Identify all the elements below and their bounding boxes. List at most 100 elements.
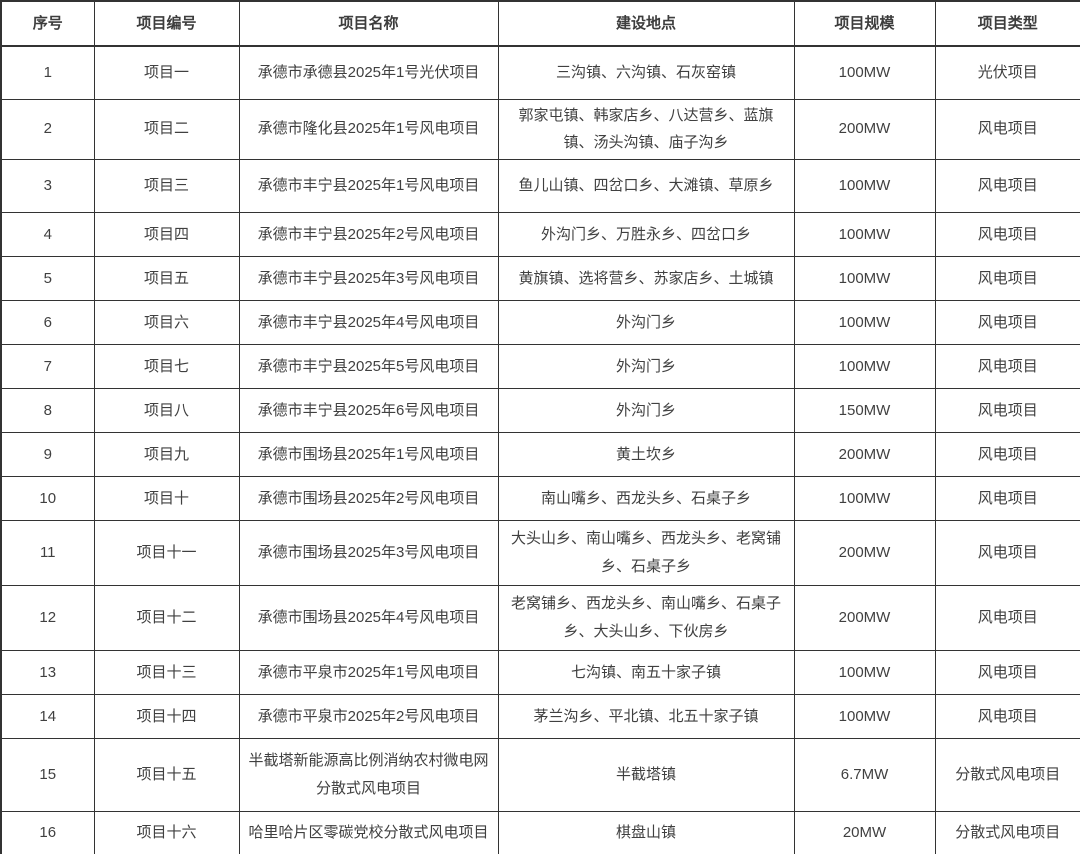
cell-name: 半截塔新能源高比例消纳农村微电网分散式风电项目: [238, 738, 499, 812]
column-header-name: 项目名称: [238, 0, 499, 47]
cell-code: 项目三: [93, 159, 240, 213]
cell-index: 9: [0, 432, 95, 477]
table-row: 3 项目三 承德市丰宁县2025年1号风电项目 鱼儿山镇、四岔口乡、大滩镇、草原乡 10…: [0, 159, 1080, 213]
cell-type: 风电项目: [934, 520, 1080, 586]
cell-location: 黄土坎乡: [497, 432, 795, 477]
cell-index: 6: [0, 300, 95, 345]
cell-type: 分散式风电项目: [934, 811, 1080, 854]
cell-index: 3: [0, 159, 95, 213]
cell-type: 风电项目: [934, 344, 1080, 389]
cell-name: 承德市围场县2025年2号风电项目: [238, 476, 499, 521]
cell-type: 风电项目: [934, 432, 1080, 477]
cell-location: 外沟门乡: [497, 388, 795, 433]
cell-code: 项目十五: [93, 738, 240, 812]
column-header-index: 序号: [0, 0, 95, 47]
table-row: 11 项目十一 承德市围场县2025年3号风电项目 大头山乡、南山嘴乡、西龙头乡、老窝…: [0, 520, 1080, 586]
cell-type: 风电项目: [934, 212, 1080, 257]
table-row: 16 项目十六 哈里哈片区零碳党校分散式风电项目 棋盘山镇 20MW 分散式风电项目: [0, 811, 1080, 854]
header-row: 序号 项目编号 项目名称 建设地点 项目规模 项目类型: [0, 0, 1080, 47]
column-header-scale: 项目规模: [793, 0, 936, 47]
cell-location: 外沟门乡、万胜永乡、四岔口乡: [497, 212, 795, 257]
column-header-code: 项目编号: [93, 0, 240, 47]
cell-code: 项目十六: [93, 811, 240, 854]
table-row: 15 项目十五 半截塔新能源高比例消纳农村微电网分散式风电项目 半截塔镇 6.7MW 分散…: [0, 738, 1080, 812]
cell-index: 14: [0, 694, 95, 739]
cell-scale: 100MW: [793, 650, 936, 695]
cell-type: 风电项目: [934, 585, 1080, 651]
table-row: 1 项目一 承德市承德县2025年1号光伏项目 三沟镇、六沟镇、石灰窑镇 100MW 光伏…: [0, 45, 1080, 100]
cell-name: 承德市平泉市2025年1号风电项目: [238, 650, 499, 695]
cell-index: 13: [0, 650, 95, 695]
cell-code: 项目八: [93, 388, 240, 433]
cell-location: 大头山乡、南山嘴乡、西龙头乡、老窝铺乡、石桌子乡: [497, 520, 795, 586]
cell-code: 项目一: [93, 45, 240, 100]
cell-index: 5: [0, 256, 95, 301]
cell-scale: 200MW: [793, 585, 936, 651]
cell-code: 项目十三: [93, 650, 240, 695]
cell-scale: 6.7MW: [793, 738, 936, 812]
cell-scale: 100MW: [793, 300, 936, 345]
table-row: 5 项目五 承德市丰宁县2025年3号风电项目 黄旗镇、选将营乡、苏家店乡、土城镇 10…: [0, 256, 1080, 301]
cell-type: 光伏项目: [934, 45, 1080, 100]
cell-index: 7: [0, 344, 95, 389]
cell-location: 棋盘山镇: [497, 811, 795, 854]
cell-scale: 100MW: [793, 212, 936, 257]
cell-scale: 200MW: [793, 98, 936, 160]
cell-index: 15: [0, 738, 95, 812]
cell-name: 承德市丰宁县2025年4号风电项目: [238, 300, 499, 345]
cell-scale: 100MW: [793, 694, 936, 739]
cell-scale: 20MW: [793, 811, 936, 854]
table-row: 12 项目十二 承德市围场县2025年4号风电项目 老窝铺乡、西龙头乡、南山嘴乡、石桌…: [0, 585, 1080, 651]
cell-name: 承德市隆化县2025年1号风电项目: [238, 98, 499, 160]
cell-scale: 100MW: [793, 256, 936, 301]
cell-code: 项目十: [93, 476, 240, 521]
cell-scale: 100MW: [793, 344, 936, 389]
cell-name: 承德市丰宁县2025年3号风电项目: [238, 256, 499, 301]
cell-code: 项目五: [93, 256, 240, 301]
cell-name: 承德市围场县2025年3号风电项目: [238, 520, 499, 586]
column-header-type: 项目类型: [934, 0, 1080, 47]
cell-type: 风电项目: [934, 650, 1080, 695]
cell-type: 风电项目: [934, 256, 1080, 301]
table-row: 14 项目十四 承德市平泉市2025年2号风电项目 茅兰沟乡、平北镇、北五十家子镇 10…: [0, 694, 1080, 739]
cell-code: 项目四: [93, 212, 240, 257]
cell-scale: 200MW: [793, 520, 936, 586]
cell-name: 承德市丰宁县2025年5号风电项目: [238, 344, 499, 389]
table-row: 2 项目二 承德市隆化县2025年1号风电项目 郭家屯镇、韩家店乡、八达营乡、蓝旗镇、…: [0, 98, 1080, 160]
cell-type: 风电项目: [934, 694, 1080, 739]
cell-index: 2: [0, 98, 95, 160]
cell-name: 承德市围场县2025年4号风电项目: [238, 585, 499, 651]
cell-index: 8: [0, 388, 95, 433]
cell-index: 11: [0, 520, 95, 586]
cell-name: 承德市丰宁县2025年2号风电项目: [238, 212, 499, 257]
cell-location: 老窝铺乡、西龙头乡、南山嘴乡、石桌子乡、大头山乡、下伙房乡: [497, 585, 795, 651]
cell-scale: 100MW: [793, 45, 936, 100]
cell-code: 项目十一: [93, 520, 240, 586]
cell-name: 承德市围场县2025年1号风电项目: [238, 432, 499, 477]
cell-name: 承德市丰宁县2025年1号风电项目: [238, 159, 499, 213]
cell-code: 项目十二: [93, 585, 240, 651]
table-row: 6 项目六 承德市丰宁县2025年4号风电项目 外沟门乡 100MW 风电项目: [0, 300, 1080, 345]
cell-location: 南山嘴乡、西龙头乡、石桌子乡: [497, 476, 795, 521]
cell-location: 半截塔镇: [497, 738, 795, 812]
cell-location: 鱼儿山镇、四岔口乡、大滩镇、草原乡: [497, 159, 795, 213]
cell-location: 茅兰沟乡、平北镇、北五十家子镇: [497, 694, 795, 739]
cell-scale: 100MW: [793, 476, 936, 521]
cell-index: 12: [0, 585, 95, 651]
cell-name: 承德市承德县2025年1号光伏项目: [238, 45, 499, 100]
cell-type: 风电项目: [934, 476, 1080, 521]
cell-code: 项目六: [93, 300, 240, 345]
table-row: 13 项目十三 承德市平泉市2025年1号风电项目 七沟镇、南五十家子镇 100MW 风电…: [0, 650, 1080, 695]
table-body: 1 项目一 承德市承德县2025年1号光伏项目 三沟镇、六沟镇、石灰窑镇 100MW 光伏…: [0, 45, 1080, 854]
cell-type: 分散式风电项目: [934, 738, 1080, 812]
cell-location: 外沟门乡: [497, 300, 795, 345]
table-row: 9 项目九 承德市围场县2025年1号风电项目 黄土坎乡 200MW 风电项目: [0, 432, 1080, 477]
cell-name: 承德市丰宁县2025年6号风电项目: [238, 388, 499, 433]
table-row: 4 项目四 承德市丰宁县2025年2号风电项目 外沟门乡、万胜永乡、四岔口乡 100MW…: [0, 212, 1080, 257]
cell-name: 承德市平泉市2025年2号风电项目: [238, 694, 499, 739]
cell-name: 哈里哈片区零碳党校分散式风电项目: [238, 811, 499, 854]
cell-scale: 200MW: [793, 432, 936, 477]
cell-code: 项目九: [93, 432, 240, 477]
